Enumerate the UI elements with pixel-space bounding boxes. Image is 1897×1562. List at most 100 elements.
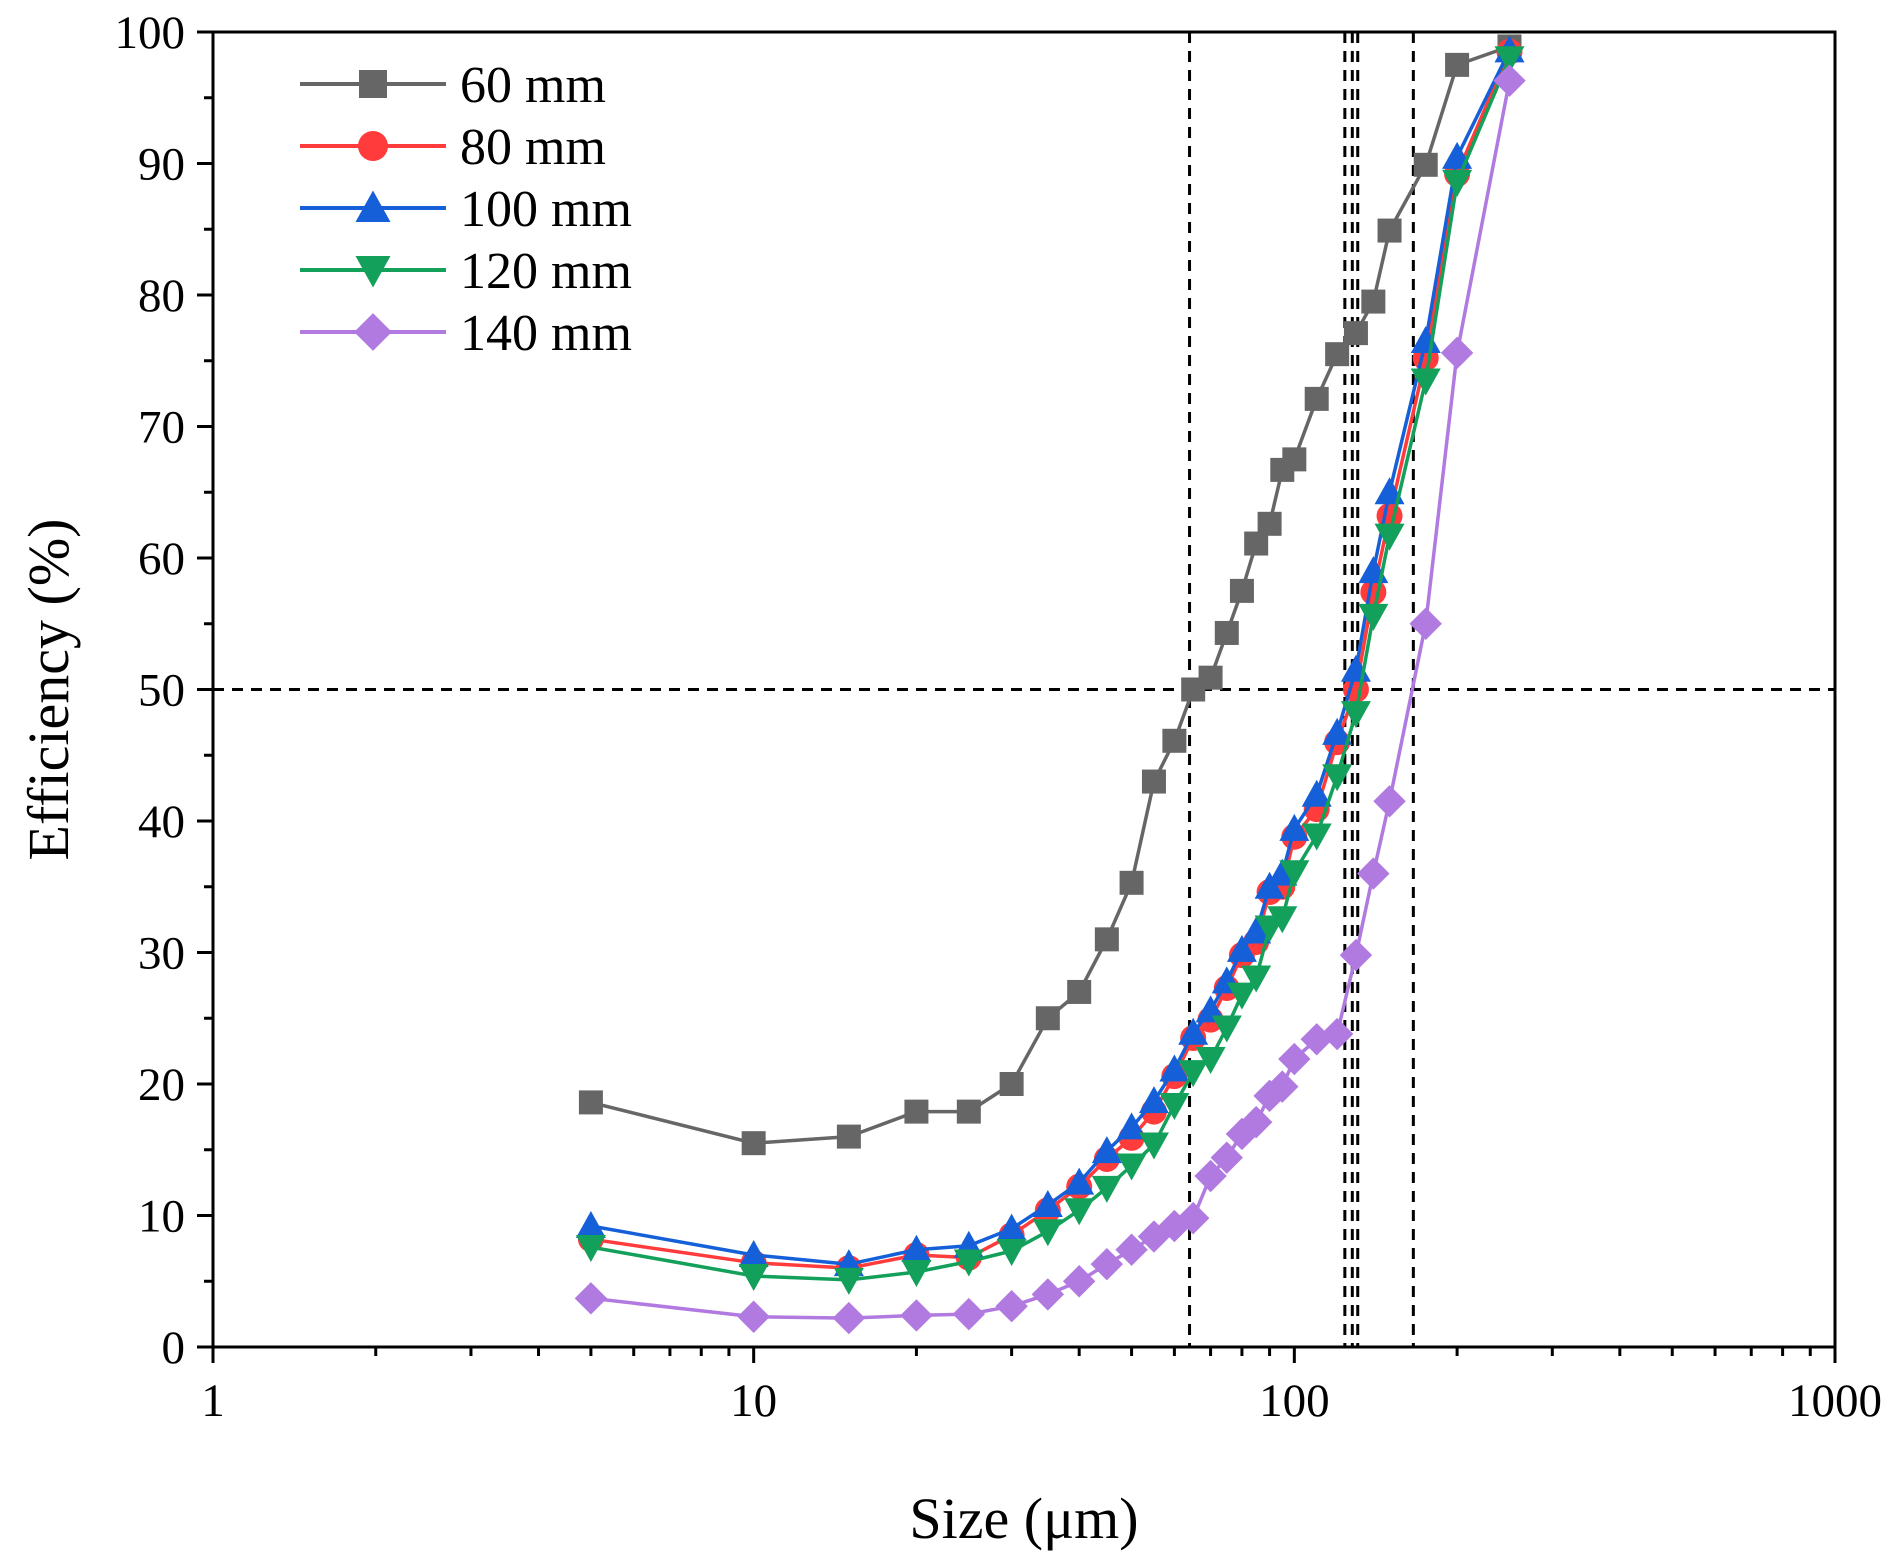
data-point xyxy=(1116,1153,1147,1181)
data-point xyxy=(1241,916,1272,944)
data-point xyxy=(1162,728,1187,753)
data-point xyxy=(1090,1247,1124,1281)
y-tick-label: 50 xyxy=(138,665,185,717)
data-point xyxy=(1062,1265,1096,1298)
data-point xyxy=(1032,1219,1063,1247)
data-point xyxy=(1266,1070,1299,1103)
data-point xyxy=(836,1124,861,1149)
data-point xyxy=(1377,218,1402,243)
data-point xyxy=(1178,1060,1209,1088)
y-tick-label: 90 xyxy=(138,139,185,191)
data-point xyxy=(1304,386,1329,411)
data-point xyxy=(574,1282,608,1315)
data-point xyxy=(1091,1136,1122,1164)
data-point xyxy=(1035,1006,1060,1031)
y-tick-label: 20 xyxy=(138,1059,185,1111)
x-tick-label: 100 xyxy=(1259,1375,1330,1427)
y-tick-label: 0 xyxy=(162,1322,186,1374)
data-point xyxy=(1267,906,1298,934)
data-point xyxy=(1211,1015,1242,1043)
legend-marker xyxy=(354,313,392,351)
data-point xyxy=(1064,1167,1095,1195)
data-point xyxy=(1194,1159,1227,1193)
data-point xyxy=(1282,447,1307,472)
data-point xyxy=(1141,769,1166,794)
data-point xyxy=(1158,1209,1191,1243)
data-point xyxy=(1138,1086,1169,1114)
data-point xyxy=(1279,860,1310,888)
legend-label: 120 mm xyxy=(460,243,632,300)
legend-label: 100 mm xyxy=(460,181,632,238)
data-point xyxy=(832,1301,866,1335)
data-point xyxy=(1493,64,1526,97)
data-point xyxy=(1374,523,1405,551)
data-point xyxy=(1442,169,1473,197)
data-point xyxy=(575,1211,606,1239)
data-point xyxy=(953,1249,984,1277)
data-point xyxy=(996,1239,1027,1267)
data-point xyxy=(575,1235,606,1263)
series-120-mm xyxy=(575,46,1525,1295)
data-point xyxy=(1253,1079,1286,1113)
data-point xyxy=(1409,607,1442,640)
plot-frame xyxy=(211,30,1837,1349)
data-point xyxy=(1279,813,1310,841)
y-tick-label: 10 xyxy=(138,1191,185,1243)
series-line xyxy=(590,57,1512,1282)
data-point xyxy=(1226,982,1257,1010)
data-point xyxy=(1361,289,1386,314)
legend-label: 80 mm xyxy=(460,119,606,176)
data-point xyxy=(737,1300,770,1333)
data-point xyxy=(1322,764,1353,792)
data-point xyxy=(1445,52,1470,77)
data-point xyxy=(1339,938,1373,972)
y-axis-title: Efficiency (%) xyxy=(16,519,81,861)
data-point xyxy=(1410,368,1441,396)
reference-lines xyxy=(213,32,1835,1347)
data-point xyxy=(995,1290,1028,1323)
x-tick-label: 1000 xyxy=(1788,1375,1882,1427)
axis-ticks: 1 10 100 1000 0 10 20 30 40 50 60 70 80 90 100 xyxy=(115,7,1883,1427)
legend-marker xyxy=(355,256,391,288)
y-tick-label: 40 xyxy=(138,796,185,848)
data-point xyxy=(738,1239,769,1267)
data-point xyxy=(1178,1017,1209,1045)
data-point xyxy=(1322,717,1353,745)
data-point xyxy=(741,1131,766,1156)
data-point xyxy=(1159,1054,1190,1082)
data-point xyxy=(1301,823,1332,851)
data-point xyxy=(1032,1189,1063,1217)
series-line xyxy=(590,49,1512,1266)
data-point xyxy=(996,1213,1027,1241)
data-point xyxy=(833,1267,864,1295)
x-tick-label: 1 xyxy=(201,1375,225,1427)
data-point xyxy=(1176,1201,1210,1235)
series-layer xyxy=(574,34,1526,1335)
data-point xyxy=(1325,342,1350,367)
data-point xyxy=(1115,1233,1148,1266)
y-tick-label: 30 xyxy=(138,928,185,980)
legend-marker xyxy=(359,70,387,98)
data-point xyxy=(1094,927,1119,952)
data-point xyxy=(1301,779,1332,807)
data-point xyxy=(1229,578,1254,603)
y-tick-label: 70 xyxy=(138,402,185,454)
data-point xyxy=(1373,785,1406,818)
data-point xyxy=(1358,603,1389,631)
data-point xyxy=(1198,665,1223,690)
data-point xyxy=(901,1260,932,1288)
legend-label: 60 mm xyxy=(460,57,606,114)
data-point xyxy=(900,1299,933,1332)
series-line xyxy=(590,80,1512,1320)
legend-marker xyxy=(358,131,388,161)
data-point xyxy=(1357,857,1390,890)
data-point xyxy=(1195,1047,1226,1075)
data-point xyxy=(1320,1017,1354,1051)
series-60-mm xyxy=(578,34,1522,1156)
y-tick-label: 100 xyxy=(115,7,186,59)
data-point xyxy=(1413,152,1438,177)
data-point xyxy=(956,1099,981,1124)
data-point xyxy=(1241,965,1272,993)
